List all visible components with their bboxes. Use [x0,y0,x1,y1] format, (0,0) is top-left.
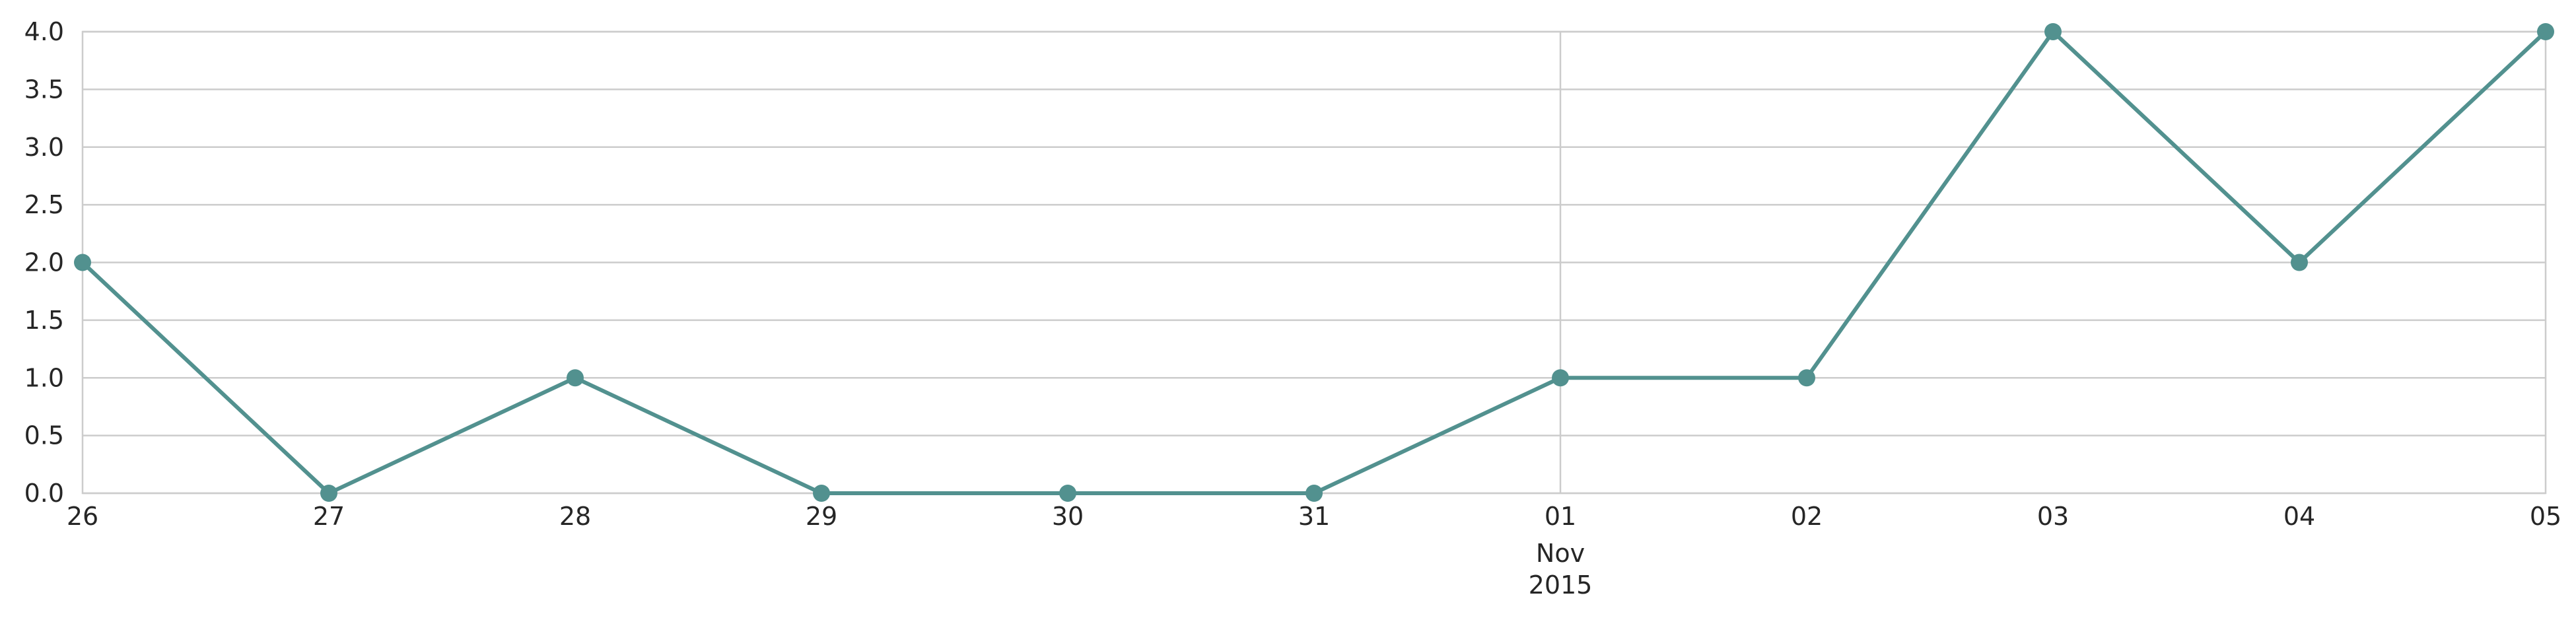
y-tick-label: 1.0 [24,363,64,392]
y-tick-label: 0.5 [24,421,64,450]
x-tick-label: 29 [806,502,837,531]
data-point [1059,485,1076,502]
data-point [813,485,830,502]
data-point [1798,369,1815,387]
series-layer [74,23,2554,502]
data-point [320,485,337,502]
x-tick-label: 27 [313,502,345,531]
y-tick-label: 2.0 [24,248,64,277]
y-tick-label: 0.0 [24,479,64,508]
x-tick-label: 01 [1545,502,1576,531]
y-tick-label: 2.5 [24,190,64,219]
x-year-label: 2015 [1529,570,1593,600]
data-point [1552,369,1569,387]
y-tick-label: 4.0 [24,17,64,46]
data-point [2537,23,2554,40]
x-month-label: Nov [1536,539,1585,568]
x-tick-label: 28 [559,502,591,531]
data-point [567,369,584,387]
y-tick-label: 3.5 [24,75,64,104]
x-tick-label: 04 [2283,502,2315,531]
y-tick-label: 1.5 [24,306,64,335]
x-tick-label: 05 [2530,502,2561,531]
y-axis-tick-labels: 0.0 0.5 1.0 1.5 2.0 2.5 3.0 3.5 4.0 [24,17,64,508]
x-tick-label: 26 [67,502,98,531]
data-point [1305,485,1323,502]
data-point [74,254,91,271]
x-tick-label: 30 [1052,502,1084,531]
x-tick-label: 03 [2037,502,2069,531]
data-point [2291,254,2308,271]
data-point [2044,23,2062,40]
x-tick-label: 31 [1298,502,1330,531]
grid-lines [83,30,2546,495]
y-tick-label: 3.0 [24,133,64,162]
x-tick-label: 02 [1791,502,1823,531]
